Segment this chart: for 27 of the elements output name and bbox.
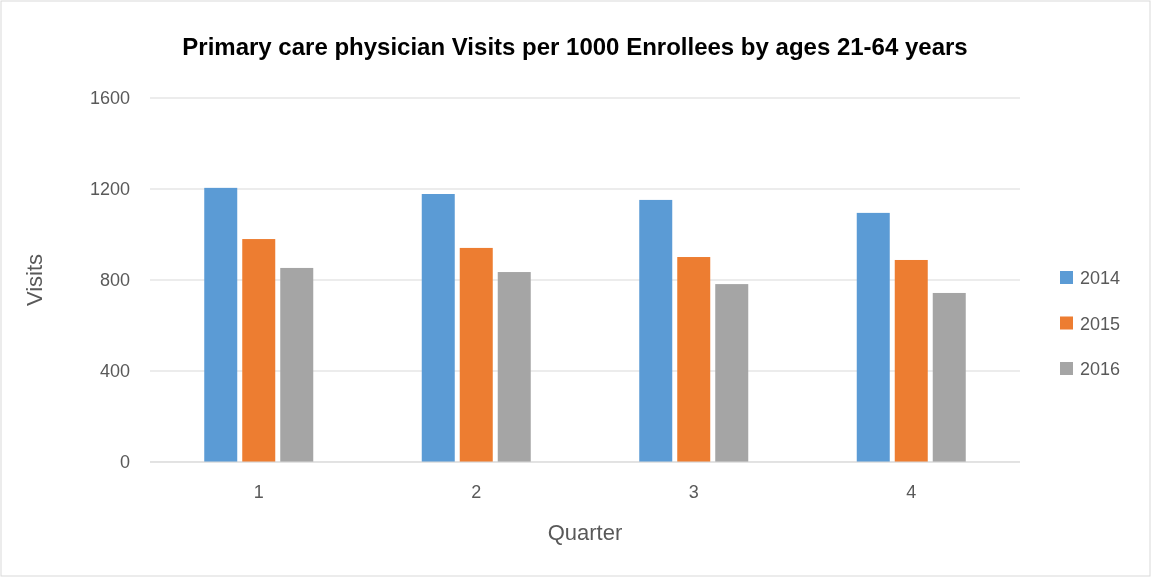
y-tick-label: 1200 [89,179,130,199]
x-tick-label: 2 [471,482,482,502]
bar [280,267,314,462]
bar [894,259,928,462]
bar [715,284,749,462]
x-tick-label: 3 [688,482,699,502]
bar [459,247,493,462]
bar [677,257,711,462]
bar [932,292,966,462]
legend-label: 2016 [1080,359,1121,379]
bar [421,194,455,462]
bar [856,212,890,462]
y-tick-label: 1600 [89,88,130,108]
x-axis-title: Quarter [547,520,623,545]
y-tick-label: 400 [99,361,130,381]
bar [497,272,531,462]
y-tick-label: 800 [99,270,130,290]
bar [242,239,276,462]
x-tick-label: 1 [253,482,264,502]
y-tick-label: 0 [119,452,130,472]
x-tick-label: 4 [906,482,917,502]
y-axis-title: Visits [22,253,47,307]
bar [204,187,238,462]
legend-label: 2014 [1080,268,1121,288]
chart-title: Primary care physician Visits per 1000 Enrollees by ages 21-64 years [182,33,968,60]
legend-label: 2015 [1080,313,1121,334]
bar [639,199,673,462]
